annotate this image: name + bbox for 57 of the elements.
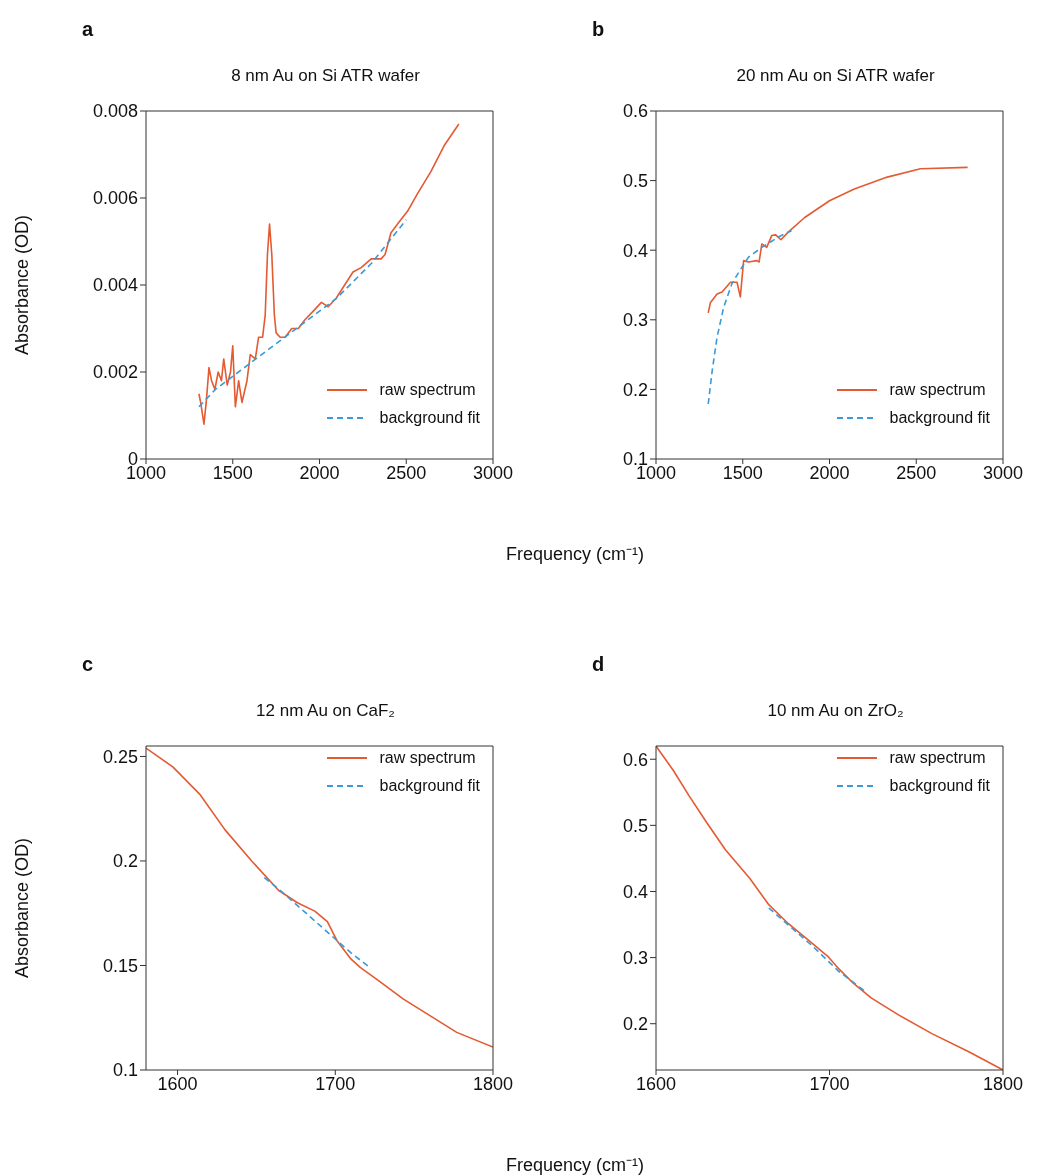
chart-title: 8 nm Au on Si ATR wafer (230, 66, 421, 87)
line-series (198, 218, 408, 408)
y-tick-label: 0.2 (622, 1014, 648, 1035)
y-tick-label: 0.4 (622, 240, 648, 261)
x-tick-label: 2000 (809, 462, 850, 483)
line-series (707, 166, 969, 314)
chart-title: 20 nm Au on Si ATR wafer (735, 66, 936, 87)
y-axis-title: Absorbance (OD) (12, 837, 33, 979)
y-tick-label: 0.008 (92, 101, 138, 122)
y-tick-label: 0.5 (622, 815, 648, 836)
x-tick-label: 1500 (722, 462, 763, 483)
y-tick-label: 0.6 (622, 101, 648, 122)
y-tick-label: 0.25 (102, 746, 138, 767)
text: a (82, 18, 94, 41)
text: b (592, 18, 605, 41)
x-axis-title: Frequency (cm⁻¹) (505, 543, 645, 565)
line-series (707, 229, 793, 405)
x-tick-label: 1800 (472, 1073, 514, 1094)
x-tick-label: 1600 (635, 1073, 677, 1094)
y-tick-label: 0.3 (622, 310, 648, 331)
x-tick-label: 2500 (896, 462, 937, 483)
x-tick-label: 1500 (212, 462, 253, 483)
line-series (263, 876, 371, 969)
y-axis-title: Absorbance (OD) (12, 214, 33, 356)
x-tick-label: 3000 (472, 462, 514, 483)
legend-label: raw spectrum (889, 749, 986, 767)
y-tick-label: 0.15 (102, 955, 138, 976)
x-tick-label: 1700 (809, 1073, 850, 1094)
x-tick-label: 1700 (315, 1073, 356, 1094)
y-tick-label: 0.2 (622, 379, 648, 400)
x-tick-label: 2000 (299, 462, 340, 483)
y-tick-label: 0.6 (622, 749, 648, 770)
x-tick-label: 2500 (386, 462, 427, 483)
y-tick-label: 0.004 (92, 275, 138, 296)
y-tick-label: 0.006 (92, 188, 138, 209)
line-series (767, 907, 865, 992)
y-tick-label: 0.002 (92, 362, 138, 383)
text: c (82, 653, 94, 676)
legend-label: background fit (379, 409, 480, 427)
legend-label: raw spectrum (379, 381, 476, 399)
text: d (592, 653, 605, 676)
x-tick-label: 3000 (982, 462, 1024, 483)
y-tick-label: 0.2 (112, 851, 138, 872)
chart-title: 12 nm Au on CaF₂ (255, 701, 396, 722)
x-axis-title: Frequency (cm⁻¹) (505, 1154, 645, 1175)
y-tick-label: 0.4 (622, 881, 648, 902)
y-tick-label: 0.5 (622, 170, 648, 191)
y-tick-label: 0.3 (622, 947, 648, 968)
x-tick-label: 1800 (982, 1073, 1024, 1094)
legend-label: raw spectrum (889, 381, 986, 399)
legend-label: raw spectrum (379, 749, 476, 767)
legend-label: background fit (889, 409, 990, 427)
chart-title: 10 nm Au on ZrO₂ (766, 701, 905, 722)
legend-label: background fit (889, 777, 990, 795)
y-tick-label: 0.1 (112, 1060, 138, 1081)
x-tick-label: 1600 (157, 1073, 198, 1094)
legend-label: background fit (379, 777, 480, 795)
